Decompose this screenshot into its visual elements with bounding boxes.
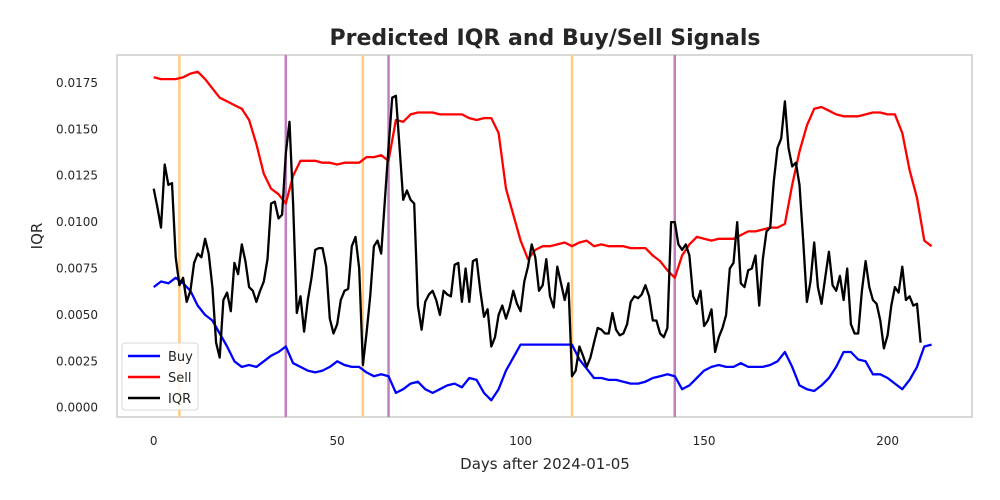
y-tick-label: 0.0025 [56,354,98,368]
y-tick-label: 0.0050 [56,308,98,322]
series-line-iqr [152,94,922,378]
legend: Buy Sell IQR [121,342,199,411]
x-axis-label: Days after 2024-01-05 [460,455,630,473]
y-ticks: 0.0000 0.0025 0.0050 0.0075 0.0100 0.0125 0.01… [56,76,98,415]
y-tick-label: 0.0000 [56,401,98,415]
y-tick-label: 0.0125 [56,169,98,183]
legend-label-sell: Sell [168,371,191,386]
y-axis-label: IQR [28,223,46,250]
y-tick-label: 0.0175 [56,76,98,90]
chart-title: Predicted IQR and Buy/Sell Signals [329,26,760,51]
y-tick-label: 0.0075 [56,261,98,275]
plot-frame [116,54,973,418]
x-ticks: 0 50 100 150 200 [150,434,899,448]
legend-label-buy: Buy [168,350,193,365]
x-tick-label: 200 [876,434,899,448]
x-tick-label: 150 [693,434,716,448]
x-tick-label: 0 [150,434,158,448]
series-line-buy [153,276,932,402]
series-lines [152,70,933,402]
y-tick-label: 0.0100 [56,215,98,229]
x-tick-label: 100 [509,434,532,448]
y-tick-label: 0.0150 [56,122,98,136]
x-tick-label: 50 [330,434,345,448]
legend-label-iqr: IQR [168,392,191,407]
